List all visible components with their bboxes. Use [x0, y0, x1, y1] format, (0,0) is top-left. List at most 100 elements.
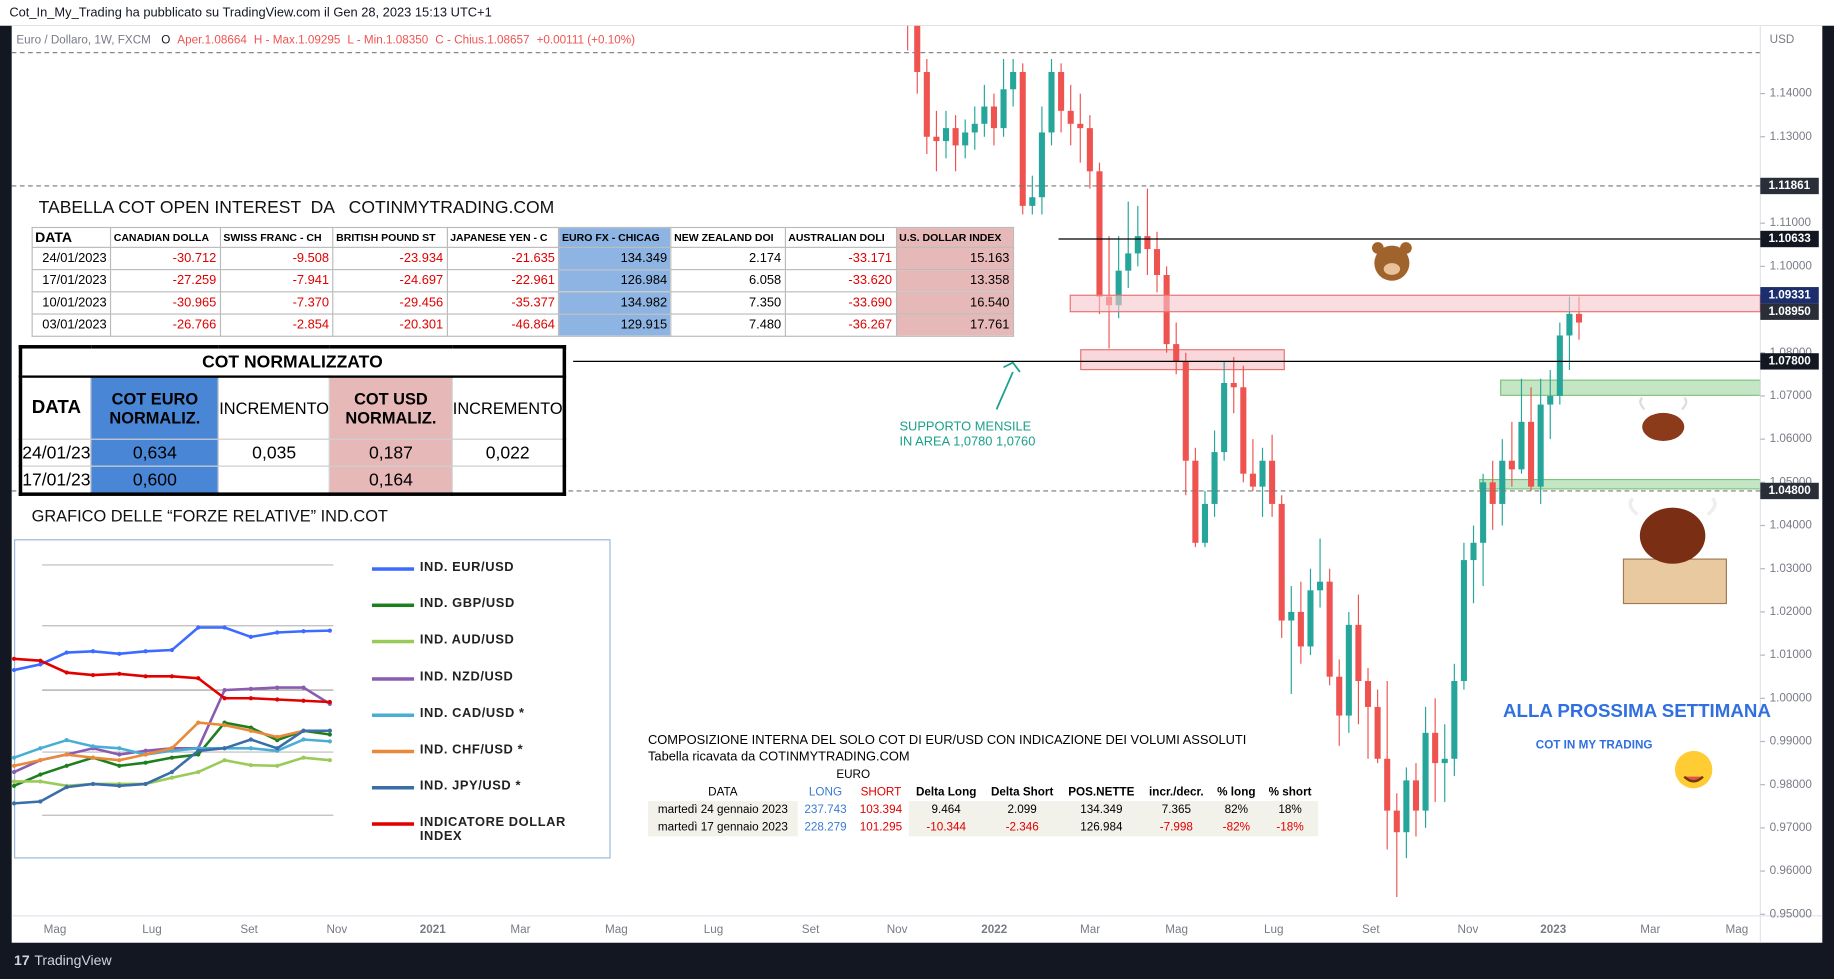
series-point: [143, 781, 148, 787]
candle-body: [914, 25, 921, 72]
table-cell: -26.766: [110, 313, 222, 337]
table-cell: -21.635: [446, 246, 560, 271]
candle-body: [1077, 123, 1084, 129]
table-cell: 82%: [1224, 803, 1249, 817]
candle-body: [1528, 421, 1535, 487]
column-header: DATA: [647, 783, 798, 802]
legend-swatch: [371, 786, 415, 790]
table-row: 24/01/2023 -30.712 -9.508 -23.934 -21.635 134…: [31, 246, 1015, 271]
bull-sign-icon: [1622, 497, 1727, 605]
table-row: 17/01/2023 -27.259 -7.941 -24.697 -22.961 126…: [31, 269, 1015, 293]
time-label: Nov: [887, 923, 908, 936]
table-cell: -82%: [1222, 821, 1251, 834]
legend-entry: IND. JPY/USD *: [371, 779, 595, 793]
level-label-box: [1760, 353, 1819, 370]
series-point: [38, 658, 43, 663]
candle-body: [1345, 624, 1352, 716]
candle-body: [942, 128, 950, 142]
column-header: NEW ZEALAND DOI: [670, 226, 786, 248]
candle-body: [933, 136, 940, 142]
candle-body: [1086, 128, 1093, 172]
candle-body: [1422, 732, 1429, 811]
legend-entry: INDICATORE DOLLAR INDEX: [371, 815, 595, 844]
legend-entry: IND. CHF/USD *: [371, 743, 595, 757]
table-cell: -33.690: [784, 291, 897, 315]
candle-body: [1269, 460, 1276, 504]
series-point: [196, 676, 201, 681]
series-point: [143, 752, 148, 757]
table-row: 24/01/23 0,634 0,035 0,187 0,022: [19, 438, 565, 467]
candle-body: [1288, 611, 1295, 621]
group-header: EURO: [797, 766, 909, 784]
symbol: Euro / Dollaro, 1W, FXCM: [16, 33, 151, 47]
candle-body: [1537, 404, 1544, 487]
candle-body: [1038, 132, 1045, 198]
series-point: [64, 670, 69, 675]
logo: 17: [14, 952, 30, 969]
series-point: [169, 746, 175, 751]
candle-body: [1317, 581, 1324, 591]
series-point: [301, 629, 306, 634]
ohlc-value: L - Min.1.08350: [347, 33, 429, 47]
series-line: [13, 657, 330, 704]
series-point: [222, 696, 227, 701]
ohlc-value: H - Max.1.09295: [253, 33, 341, 47]
title-row: COT NORMALIZZATO: [19, 346, 565, 378]
candle-body: [1355, 624, 1362, 682]
column-header: % short: [1261, 783, 1319, 802]
series-point: [38, 746, 43, 751]
series-point: [11, 779, 17, 784]
table-cell: 17.761: [895, 313, 1015, 337]
candle-body: [1144, 236, 1151, 250]
series-point: [327, 739, 332, 744]
table-cell: -33.620: [784, 269, 897, 293]
candle-body: [1278, 503, 1285, 621]
series-point: [196, 625, 201, 630]
series-point: [248, 746, 253, 751]
table-cell: [218, 465, 331, 495]
table-cell: 0,022: [451, 438, 565, 467]
series-point: [169, 775, 175, 780]
price-tick-label: 0.99000: [1770, 735, 1813, 748]
series-point: [222, 687, 227, 693]
price-tick-label: 0.98000: [1770, 778, 1813, 791]
next-week-note: ALLA PROSSIMA SETTIMANA: [1502, 701, 1771, 722]
table-cell: -22.961: [446, 269, 560, 293]
legend-label: INDICATORE DOLLAR INDEX: [419, 815, 566, 844]
price-tick-label: 1.10000: [1770, 259, 1813, 272]
candle-body: [981, 106, 988, 124]
table-cell: 10/01/2023: [31, 291, 112, 315]
table-cell: 0,187: [329, 438, 453, 467]
candle-body: [990, 106, 998, 129]
series-point: [275, 685, 280, 690]
header-row: DATA CANADIAN DOLLA SWISS FRANC - CH BRITIS…: [31, 226, 1015, 248]
candle-body: [1307, 590, 1314, 647]
series-point: [64, 650, 69, 655]
table-cell: 24/01/23: [19, 438, 92, 467]
column-header: DATA: [31, 226, 112, 248]
series-point: [301, 698, 306, 703]
brand-note: COT IN MY TRADING: [1535, 739, 1653, 753]
time-label: Nov: [326, 923, 347, 936]
composition-titles: COMPOSIZIONE INTERNA DEL SOLO COT DI EUR…: [648, 732, 1246, 765]
candle-body: [1575, 313, 1583, 323]
series-point: [169, 674, 175, 679]
table-cell: -46.864: [446, 313, 560, 337]
level-label-box: [1760, 287, 1819, 304]
time-label: Mar: [1080, 923, 1100, 936]
legend-swatch: [371, 713, 415, 717]
legend-entry: IND. EUR/USD: [371, 560, 595, 574]
series-point: [248, 737, 253, 742]
ohlc-value: O: [161, 33, 171, 47]
candle-body: [1115, 270, 1122, 306]
column-header: COT USD NORMALIZ.: [329, 376, 453, 440]
candle-body: [1451, 681, 1458, 759]
price-tick-label: 1.01000: [1770, 648, 1813, 661]
table-cell: martedì 24 gennaio 2023: [657, 803, 788, 817]
series-point: [143, 649, 148, 654]
candle-body: [905, 7, 911, 24]
legend-entry: IND. CAD/USD *: [371, 706, 595, 720]
series-point: [301, 755, 306, 760]
